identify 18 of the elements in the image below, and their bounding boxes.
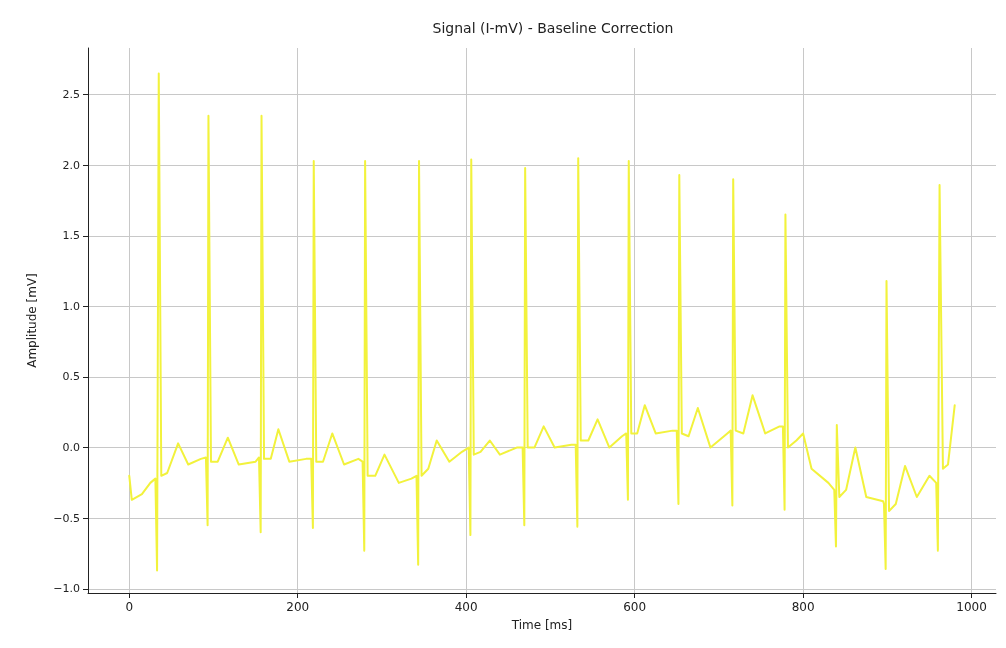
x-tick-label: 800 <box>791 600 815 614</box>
x-tick-label: 0 <box>125 600 134 614</box>
y-tick-label: 0.0 <box>62 441 80 455</box>
x-tick-label: 1000 <box>956 600 987 614</box>
y-tick-label: −0.5 <box>53 511 80 525</box>
y-tick-label: 1.5 <box>62 229 80 243</box>
y-tick-label: 1.0 <box>62 299 80 313</box>
chart-title: Signal (I-mV) - Baseline Correction <box>432 20 674 36</box>
x-axis-title: Time [ms] <box>510 618 573 632</box>
y-tick-label: 2.5 <box>62 88 80 102</box>
y-axis-title: Amplitude [mV] <box>25 273 39 368</box>
x-tick-label: 400 <box>454 600 478 614</box>
y-tick-label: 0.5 <box>62 370 80 384</box>
y-tick-label: 2.0 <box>62 158 80 172</box>
x-tick-label: 200 <box>286 600 310 614</box>
x-tick-label: 600 <box>623 600 647 614</box>
line-series <box>128 72 956 572</box>
y-tick-label: −1.0 <box>53 582 80 596</box>
